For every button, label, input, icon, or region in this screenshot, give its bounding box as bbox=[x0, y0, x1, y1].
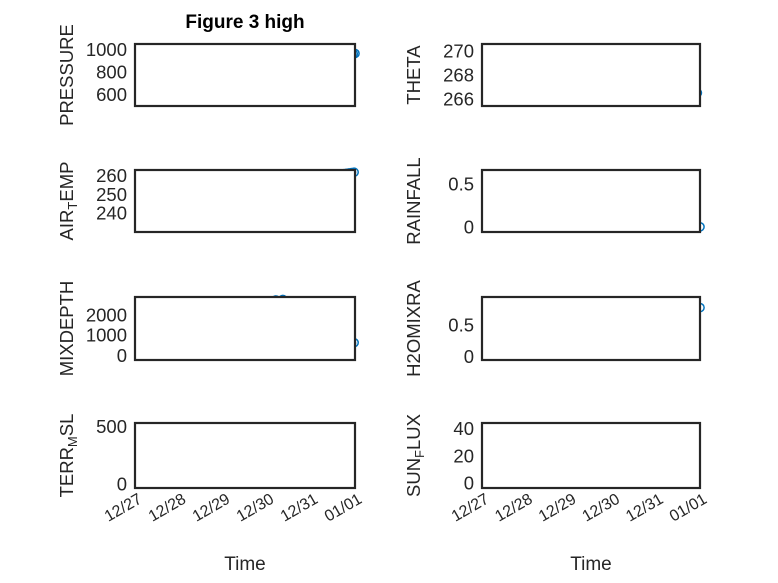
ytick-label: 20 bbox=[453, 445, 474, 466]
ylabel: TERRMSL bbox=[56, 414, 80, 498]
xtick-label-group: 12/29 bbox=[190, 491, 233, 526]
axes-box bbox=[480, 295, 702, 362]
panel-r4c1: 0 500 bbox=[96, 416, 357, 494]
ylabel-group: SUNFLUX bbox=[403, 414, 427, 497]
xtick-label: 12/27 bbox=[102, 491, 145, 526]
axes-box bbox=[133, 295, 357, 362]
xtick-label: 12/28 bbox=[492, 491, 535, 526]
xtick-label: 12/31 bbox=[278, 491, 321, 526]
xtick-label-group: 12/28 bbox=[146, 491, 189, 526]
xtick-label-group: 12/30 bbox=[580, 491, 623, 526]
figure-title: Figure 3 high bbox=[185, 12, 304, 33]
xtick-label-group: 12/31 bbox=[623, 491, 666, 526]
ytick-label: 0 bbox=[117, 473, 127, 494]
xtick-label: 12/27 bbox=[449, 491, 492, 526]
ylabel: RAINFALL bbox=[403, 157, 424, 244]
xtick-label: 12/28 bbox=[146, 491, 189, 526]
xtick-label-group: 12/27 bbox=[102, 491, 145, 526]
ytick-label: 250 bbox=[96, 184, 127, 205]
ylabel-group: RAINFALL bbox=[403, 157, 424, 244]
ylabel-tail: LUX bbox=[403, 414, 424, 450]
ylabel-tail: SL bbox=[56, 414, 77, 437]
xtick-label: 12/29 bbox=[536, 491, 579, 526]
axes-box bbox=[133, 168, 357, 234]
panel-r2c2: 00.5 bbox=[448, 168, 705, 237]
xtick-label: 12/31 bbox=[623, 491, 666, 526]
ytick-label: 1000 bbox=[86, 325, 127, 346]
ylabel-main: AIR bbox=[56, 210, 77, 241]
axes-box bbox=[480, 168, 702, 234]
ylabel-main: TERR bbox=[56, 447, 77, 497]
xtick-label-group: 12/28 bbox=[492, 491, 535, 526]
ylabel: THETA bbox=[403, 45, 424, 105]
ytick-label: 0 bbox=[464, 216, 474, 237]
ylabel: SUNFLUX bbox=[403, 414, 427, 497]
ylabel: H2OMIXRA bbox=[403, 280, 424, 377]
xtick-label: 01/01 bbox=[667, 491, 710, 526]
ylabel-tail: EMP bbox=[56, 162, 77, 202]
xtick-label: 12/30 bbox=[234, 491, 277, 526]
ytick-label: 2000 bbox=[86, 305, 127, 326]
ylabel-subscript: M bbox=[65, 436, 80, 447]
xaxis-label: Time bbox=[224, 554, 266, 575]
ytick-label: 0.5 bbox=[448, 173, 474, 194]
axes-box bbox=[133, 42, 357, 108]
xaxis-label: Time bbox=[570, 554, 612, 575]
ytick-label: 266 bbox=[443, 88, 474, 109]
ylabel-main: SUN bbox=[403, 458, 424, 497]
ylabel-group: THETA bbox=[403, 45, 424, 105]
ylabel-group: H2OMIXRA bbox=[403, 280, 424, 377]
ytick-label: 40 bbox=[453, 418, 474, 439]
ytick-label: 0 bbox=[117, 345, 127, 366]
ytick-label: 0.5 bbox=[448, 315, 474, 336]
xtick-label-group: 12/30 bbox=[234, 491, 277, 526]
xtick-label: 01/01 bbox=[322, 491, 365, 526]
ylabel-group: MIXDEPTH bbox=[56, 281, 77, 377]
xtick-label: 12/29 bbox=[190, 491, 233, 526]
ylabel: AIRTEMP bbox=[56, 162, 80, 241]
ylabel-group: AIRTEMP bbox=[56, 162, 80, 241]
ytick-label: 270 bbox=[443, 41, 474, 62]
ytick-label: 0 bbox=[464, 346, 474, 367]
panel-r4c2: 0 20 40 bbox=[453, 418, 702, 494]
ylabel-group: PRESSURE bbox=[56, 24, 77, 126]
ylabel-subscript: T bbox=[65, 202, 80, 210]
ytick-label: 260 bbox=[96, 165, 127, 186]
ytick-label: 0 bbox=[464, 473, 474, 494]
ylabel: MIXDEPTH bbox=[56, 281, 77, 377]
xtick-label-group: 01/01 bbox=[667, 491, 710, 526]
ylabel-subscript: F bbox=[412, 450, 427, 458]
axes-box bbox=[133, 421, 357, 490]
xtick-label: 12/30 bbox=[580, 491, 623, 526]
axes-box bbox=[480, 421, 702, 490]
ytick-label: 240 bbox=[96, 203, 127, 224]
xtick-label-group: 12/29 bbox=[536, 491, 579, 526]
panel-r3c2: 00.5 bbox=[448, 295, 705, 367]
xtick-label-group: 01/01 bbox=[322, 491, 365, 526]
xtick-label-group: 12/31 bbox=[278, 491, 321, 526]
axes-box bbox=[480, 42, 702, 108]
ylabel-group: TERRMSL bbox=[56, 414, 80, 498]
ytick-label: 500 bbox=[96, 416, 127, 437]
ytick-label: 1000 bbox=[86, 39, 127, 60]
ylabel: PRESSURE bbox=[56, 24, 77, 126]
ytick-label: 600 bbox=[96, 84, 127, 105]
ytick-label: 800 bbox=[96, 62, 127, 83]
xtick-label-group: 12/27 bbox=[449, 491, 492, 526]
ytick-label: 268 bbox=[443, 65, 474, 86]
